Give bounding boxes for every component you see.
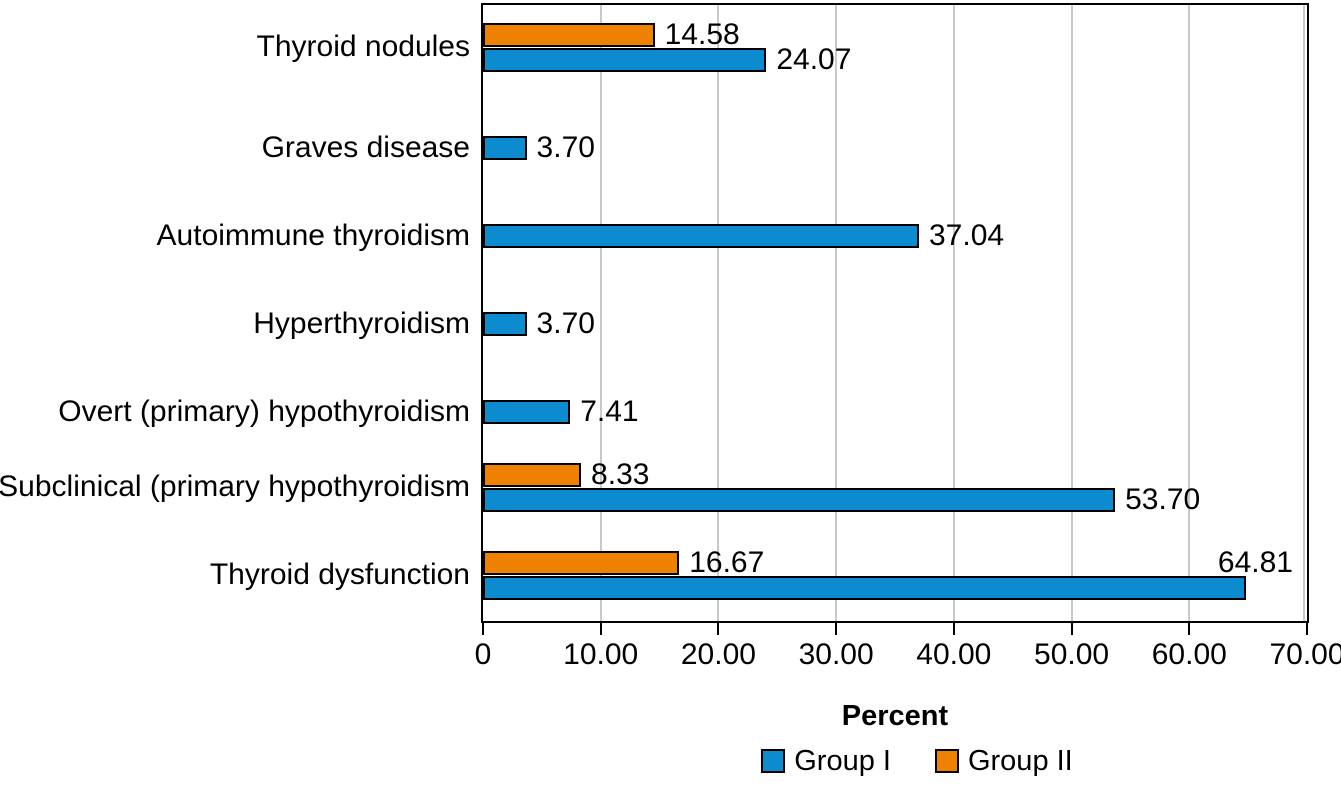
axis-tick <box>1306 621 1308 635</box>
bar-value-label: 53.70 <box>1125 483 1201 516</box>
axis-tick <box>482 621 484 635</box>
gridline <box>1188 5 1191 621</box>
legend-swatch <box>761 749 786 773</box>
axis-tick-label: 40.00 <box>916 638 992 671</box>
axis-tick <box>717 621 720 635</box>
axis-tick-label: 50.00 <box>1034 638 1110 671</box>
legend-item: Group II <box>934 745 1073 777</box>
category-label: Hyperthyroidism <box>253 307 470 340</box>
gridline <box>952 5 955 621</box>
category-label: Thyroid nodules <box>256 30 470 63</box>
axis-tick <box>952 621 955 635</box>
bar-group-ii <box>483 551 680 575</box>
category-label: Subclinical (primary hypothyroidism <box>0 470 470 503</box>
axis-tick <box>1188 621 1191 635</box>
gridline <box>1303 5 1305 621</box>
axis-tick <box>1070 621 1073 635</box>
bar-group-i <box>483 488 1116 512</box>
bar-group-i <box>483 400 571 424</box>
legend-label: Group I <box>794 745 891 777</box>
bar-value-label: 16.67 <box>689 546 765 579</box>
legend-swatch <box>934 749 959 773</box>
plot-area: 14.58 24.07 3.70 37.04 3.70 7.41 8.33 53.70 16.6… <box>481 3 1309 623</box>
bar-value-label: 3.70 <box>536 307 595 340</box>
category-label: Thyroid dysfunction <box>209 558 470 591</box>
bar-value-label: 24.07 <box>776 43 852 76</box>
legend-label: Group II <box>967 745 1073 777</box>
bar-value-label: 8.33 <box>591 458 650 491</box>
x-axis: 0 10.00 20.00 30.00 40.00 50.00 60.00 70.00 <box>475 621 1341 685</box>
bar-group-ii <box>483 23 655 47</box>
bar-group-i <box>483 312 527 336</box>
bar-value-label: 3.70 <box>536 131 595 164</box>
legend-item: Group I <box>761 746 891 776</box>
axis-tick <box>599 621 602 635</box>
gridline <box>835 5 838 621</box>
axis-tick-label: 0 <box>474 638 492 671</box>
bar-group-i <box>483 224 919 248</box>
gridline <box>599 5 602 621</box>
bar-group-i <box>483 48 767 72</box>
bar-group-ii <box>483 463 582 487</box>
x-axis-title: Percent <box>841 700 949 732</box>
bar-value-label: 14.58 <box>664 18 740 51</box>
bar-value-label: 37.04 <box>929 219 1005 252</box>
axis-tick-label: 30.00 <box>798 638 874 671</box>
gridline <box>1070 5 1073 621</box>
bar-value-label: 64.81 <box>1217 546 1293 579</box>
bar-group-i <box>483 576 1246 600</box>
bar-group-i <box>483 136 527 160</box>
axis-tick-label: 20.00 <box>680 638 756 671</box>
axis-tick <box>835 621 838 635</box>
category-label: Autoimmune thyroidism <box>156 219 470 252</box>
bar-value-label: 7.41 <box>580 395 639 428</box>
category-label: Graves disease <box>261 131 470 164</box>
legend: Group I Group II <box>481 746 1309 776</box>
axis-tick-label: 60.00 <box>1151 638 1227 671</box>
gridline <box>717 5 720 621</box>
category-label: Overt (primary) hypothyroidism <box>58 395 470 428</box>
axis-tick-label: 70.00 <box>1269 638 1341 671</box>
axis-tick-label: 10.00 <box>563 638 639 671</box>
